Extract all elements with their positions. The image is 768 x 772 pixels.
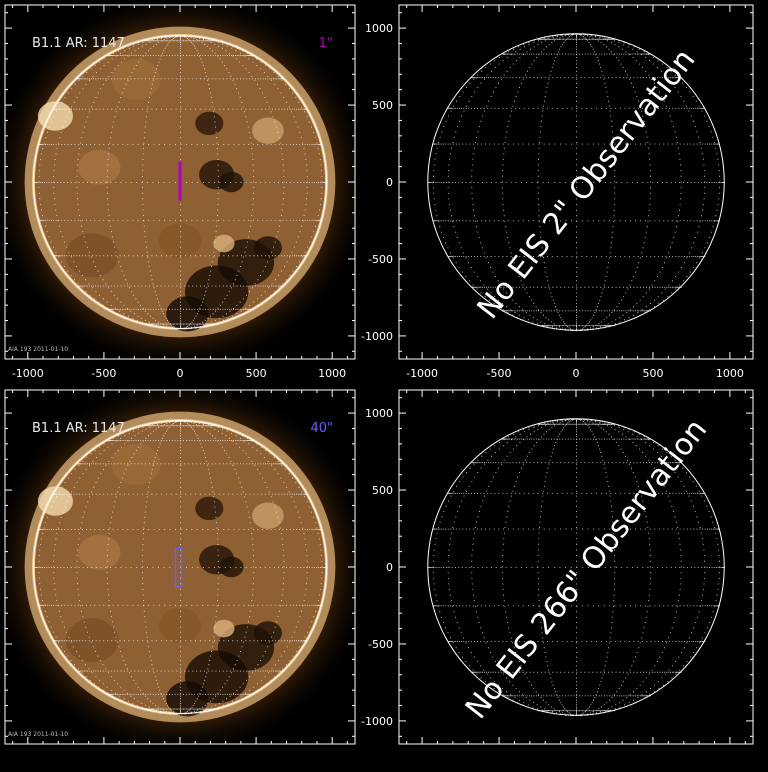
region-label: B1.1 AR: 1147 (32, 36, 125, 51)
y-tick-label: 0 (386, 561, 393, 574)
region-label: B1.1 AR: 1147 (32, 421, 125, 436)
empty-disk-grid (427, 418, 725, 717)
y-tick-label: -1000 (361, 715, 393, 728)
y-tick-label: -500 (368, 253, 393, 266)
panel-bottom-left: B1.1 AR: 1147 40" AIA 193 2011-01-10 (4, 389, 356, 745)
x-tick-label: 0 (573, 367, 580, 380)
x-tick-label: -1000 (12, 367, 44, 380)
y-tick-label: 0 (386, 176, 393, 189)
x-tick-label: 1000 (318, 367, 346, 380)
no-observation-message: No EIS 266" Observation (459, 413, 714, 726)
x-tick-label: -1000 (406, 367, 438, 380)
eis-slit-marker (174, 547, 183, 588)
y-tick-label: 500 (372, 484, 393, 497)
image-footer-label: AIA 193 2011-01-10 (8, 346, 68, 353)
x-tick-label: -500 (91, 367, 116, 380)
empty-disk-grid (427, 33, 725, 332)
sun-image (5, 390, 355, 744)
sun-image (5, 5, 355, 359)
y-tick-label: -500 (368, 638, 393, 651)
x-tick-label: 0 (177, 367, 184, 380)
panel-top-right: No EIS 2" Observation -1000 -500 0 500 1000 10… (361, 4, 754, 380)
image-footer-label: AIA 193 2011-01-10 (8, 731, 68, 738)
panel-bottom-right: No EIS 266" Observation 1000 500 0 -500 -1000 (361, 389, 754, 745)
slit-width-label: 1" (319, 36, 333, 51)
x-tick-label: 500 (642, 367, 663, 380)
x-tick-label: 500 (246, 367, 267, 380)
x-tick-label: -500 (487, 367, 512, 380)
y-tick-label: -1000 (361, 330, 393, 343)
x-tick-label: 1000 (716, 367, 744, 380)
y-tick-label: 1000 (365, 22, 393, 35)
eis-slit-marker (178, 161, 182, 201)
no-observation-message: No EIS 2" Observation (471, 43, 703, 326)
y-tick-label: 500 (372, 99, 393, 112)
slit-width-label: 40" (310, 421, 333, 436)
panel-top-left: B1.1 AR: 1147 1" AIA 193 2011-01-10 -1000 -5… (4, 4, 356, 380)
y-tick-label: 1000 (365, 407, 393, 420)
